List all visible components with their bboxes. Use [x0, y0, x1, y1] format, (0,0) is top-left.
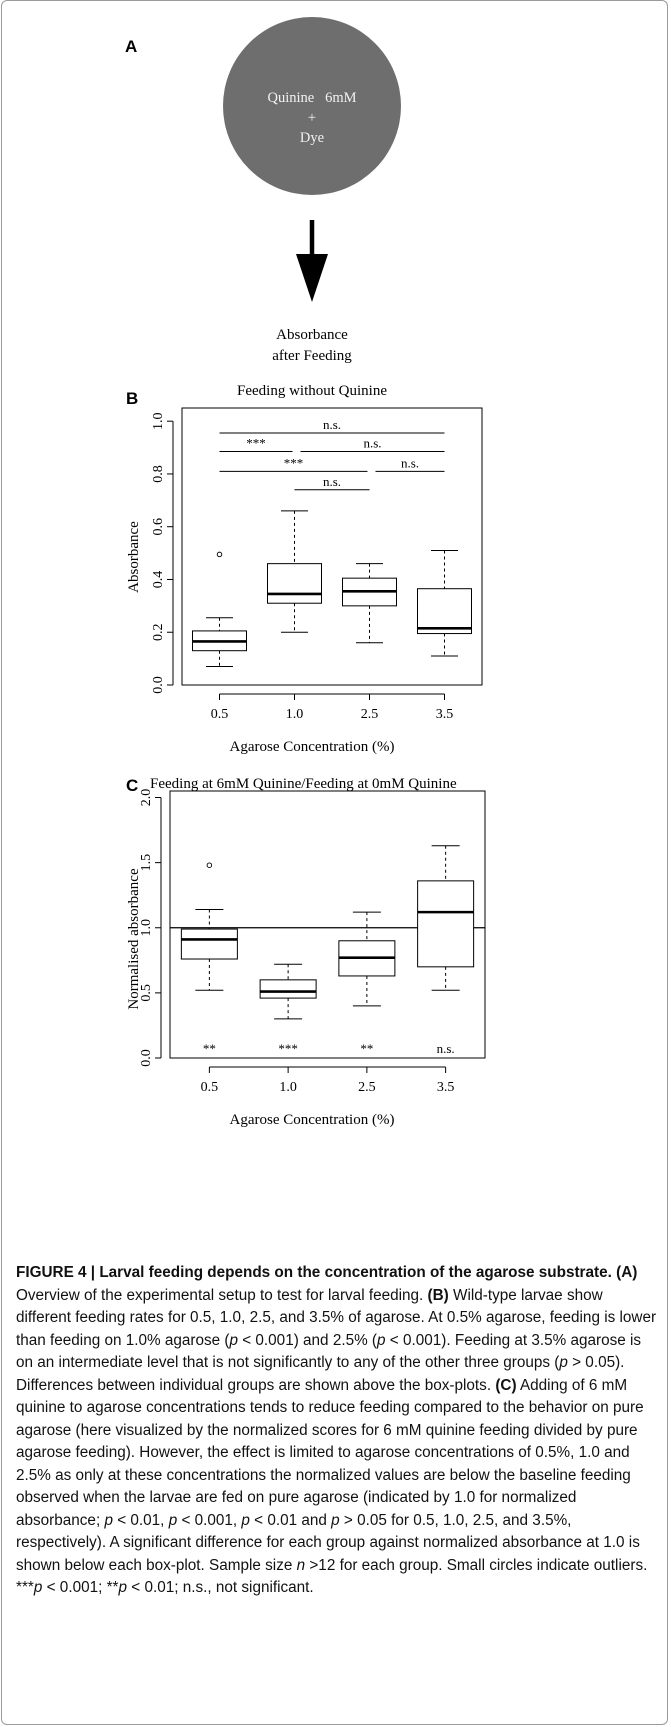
x-tick-label: 2.5: [361, 707, 379, 722]
chart-c-ylabel: Normalised absorbance: [126, 868, 142, 1010]
box: [259, 979, 317, 999]
chart-c-title: Feeding at 6mM Quinine/Feeding at 0mM Qu…: [150, 776, 457, 792]
caption-b-text-3: < 0.001). Feeding at 3.5% agarose is on …: [16, 1331, 642, 1372]
chart-b-xlabel: Agarose Concentration (%): [230, 739, 395, 755]
caption-c-text-1: Adding of 6 mM quinine to agarose concen…: [16, 1376, 644, 1529]
significance-label: ***: [246, 436, 266, 451]
y-tick-label: 1.5: [139, 854, 154, 872]
circle-text-quinine: Quinine 6mM: [267, 90, 356, 106]
caption-c-text-2: < 0.01,: [112, 1511, 169, 1529]
significance-below-label: n.s.: [437, 1041, 455, 1056]
caption-p: p: [377, 1331, 386, 1349]
significance-below-label: **: [203, 1041, 216, 1056]
y-tick-label: 0.6: [151, 518, 166, 536]
panel-b-letter: B: [126, 389, 138, 408]
caption-p: p: [559, 1354, 568, 1371]
significance-below-label: **: [360, 1041, 373, 1056]
caption-p: p: [241, 1511, 250, 1529]
caption-p: p: [331, 1511, 340, 1529]
caption-heading: FIGURE 4 | Larval feeding depends on the…: [16, 1264, 612, 1281]
caption-c-text-8: < 0.01; n.s., not significant.: [127, 1579, 314, 1596]
caption-b-text-2: < 0.001) and 2.5% (: [237, 1331, 378, 1349]
plot-frame: [181, 407, 483, 686]
box: [417, 880, 475, 968]
x-tick-label: 3.5: [436, 707, 454, 722]
caption-b-text-4: > 0.05). Differences between individual …: [16, 1354, 625, 1394]
significance-label: n.s.: [401, 455, 419, 470]
y-tick-label: 0.2: [151, 623, 166, 641]
outlier-point: [206, 862, 213, 868]
caption-c-label: (C): [495, 1376, 517, 1394]
caption-c-text-7: < 0.001; **: [42, 1579, 119, 1596]
y-tick-label: 0.5: [139, 984, 154, 1002]
down-arrow-icon: [296, 254, 328, 302]
caption-a-text: Overview of the experimental setup to te…: [16, 1286, 428, 1304]
box: [180, 928, 238, 960]
caption-c-text-4: < 0.01 and: [249, 1511, 332, 1529]
x-tick-label: 0.5: [211, 707, 229, 722]
significance-label: n.s.: [323, 474, 341, 489]
significance-label: n.s.: [323, 417, 341, 432]
caption-p: p: [168, 1511, 178, 1529]
significance-label: n.s.: [363, 436, 381, 451]
panel-c-letter: C: [126, 776, 138, 795]
caption-c-text-3: < 0.001,: [177, 1511, 242, 1529]
panel-a-letter: A: [125, 37, 137, 56]
significance-below-label: ***: [278, 1041, 298, 1056]
y-tick-label: 0.0: [139, 1049, 154, 1067]
outlier-point: [216, 551, 223, 558]
chart-c: 0.00.51.01.52.00.5 1.0 2.5 3.5** *** ** n.s.: [139, 789, 486, 1095]
y-tick-label: 1.0: [139, 919, 154, 937]
figure-graphic: A Quinine 6mM + Dye Absorbance after Fee…: [125, 17, 486, 1128]
x-tick-label: 3.5: [437, 1080, 455, 1095]
x-tick-label: 2.5: [358, 1080, 376, 1095]
chart-b: 0.0 0.2 0.4 0.6 0.8 1.0 0.5 1.0 2.5 3.5 n.s. *** n.s…: [151, 407, 483, 722]
x-tick-label: 0.5: [201, 1080, 219, 1095]
result-text-after-feeding: after Feeding: [272, 348, 352, 364]
chart-b-title: Feeding without Quinine: [237, 383, 387, 399]
y-tick-label: 0.8: [151, 465, 166, 483]
result-text-absorbance: Absorbance: [276, 327, 348, 343]
caption-p: p: [33, 1579, 43, 1596]
y-tick-label: 0.4: [151, 571, 166, 589]
y-tick-label: 1.0: [151, 412, 166, 430]
figure-caption: FIGURE 4 | Larval feeding depends on the…: [16, 1262, 658, 1600]
caption-b-text-1: Wild-type larvae show different feeding …: [16, 1286, 657, 1349]
chart-c-xlabel: Agarose Concentration (%): [230, 1112, 395, 1128]
caption-p: p: [229, 1331, 238, 1349]
caption-c-text-5: > 0.05 for 0.5, 1.0, 2.5, and 3.5%, resp…: [16, 1511, 640, 1574]
chart-b-ylabel: Absorbance: [126, 521, 142, 593]
caption-c-text-6: >12 for each group. Small circles indica…: [16, 1556, 648, 1597]
caption-a-label: (A): [616, 1264, 638, 1281]
plot-frame: [169, 790, 486, 1059]
y-tick-label: 0.0: [151, 676, 166, 694]
box: [267, 563, 322, 604]
x-tick-label: 1.0: [279, 1080, 297, 1095]
y-tick-label: 2.0: [139, 789, 154, 807]
caption-b-label: (B): [427, 1286, 449, 1304]
caption-n: n: [296, 1556, 306, 1574]
circle-text-dye: Dye: [300, 130, 324, 146]
caption-p: p: [118, 1579, 128, 1596]
caption-p: p: [104, 1511, 113, 1529]
significance-label: ***: [284, 455, 304, 470]
circle-text-plus: +: [308, 110, 316, 126]
quinine-dye-circle: [223, 17, 401, 195]
x-tick-label: 1.0: [286, 707, 304, 722]
box: [417, 588, 472, 635]
